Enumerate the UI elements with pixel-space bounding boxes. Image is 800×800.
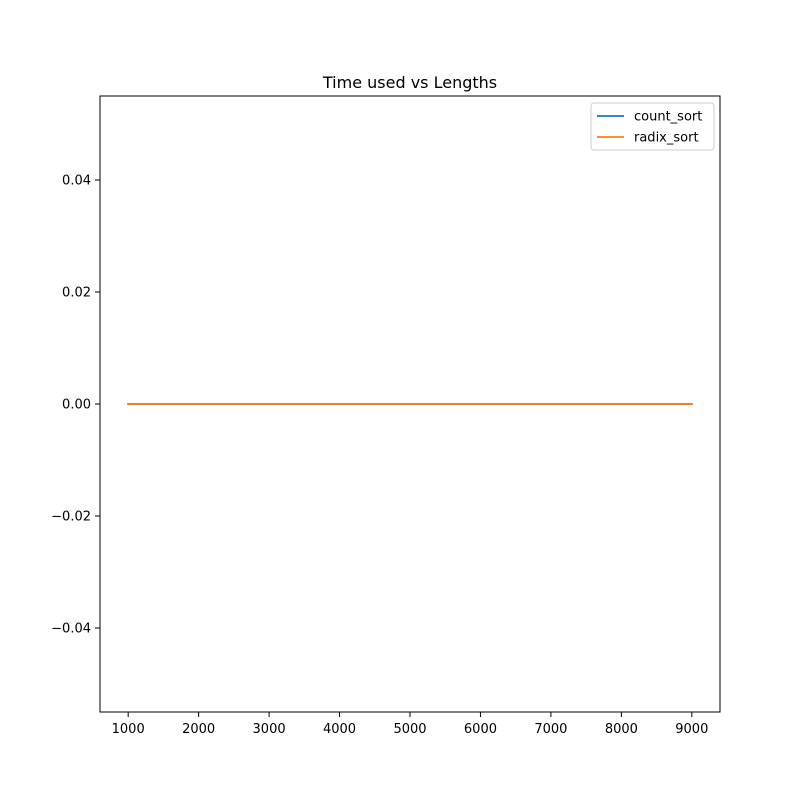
x-tick-label: 4000: [323, 722, 356, 737]
chart-title: Time used vs Lengths: [322, 73, 497, 92]
x-tick-label: 8000: [605, 722, 638, 737]
x-tick-label: 5000: [393, 722, 426, 737]
y-tick-label: −0.02: [51, 510, 91, 525]
y-tick-label: 0.00: [62, 398, 91, 413]
x-tick-label: 1000: [112, 722, 145, 737]
legend-box: [590, 102, 715, 151]
y-tick-label: 0.02: [62, 286, 91, 301]
x-tick-label: 7000: [534, 722, 567, 737]
legend-label-radix_sort: radix_sort: [634, 131, 699, 146]
x-tick-label: 9000: [675, 722, 708, 737]
y-tick-label: −0.04: [51, 622, 91, 637]
legend-label-count_sort: count_sort: [634, 110, 702, 125]
axes-layer: 1000 2000 3000 4000 5000 6000 7000 8000 9000 −0.0…: [51, 95, 721, 737]
x-tick-label: 3000: [253, 722, 286, 737]
legend: count_sort radix_sort: [590, 102, 715, 151]
x-tick-label: 2000: [182, 722, 215, 737]
x-tick-label: 6000: [464, 722, 497, 737]
y-tick-label: 0.04: [62, 174, 91, 189]
